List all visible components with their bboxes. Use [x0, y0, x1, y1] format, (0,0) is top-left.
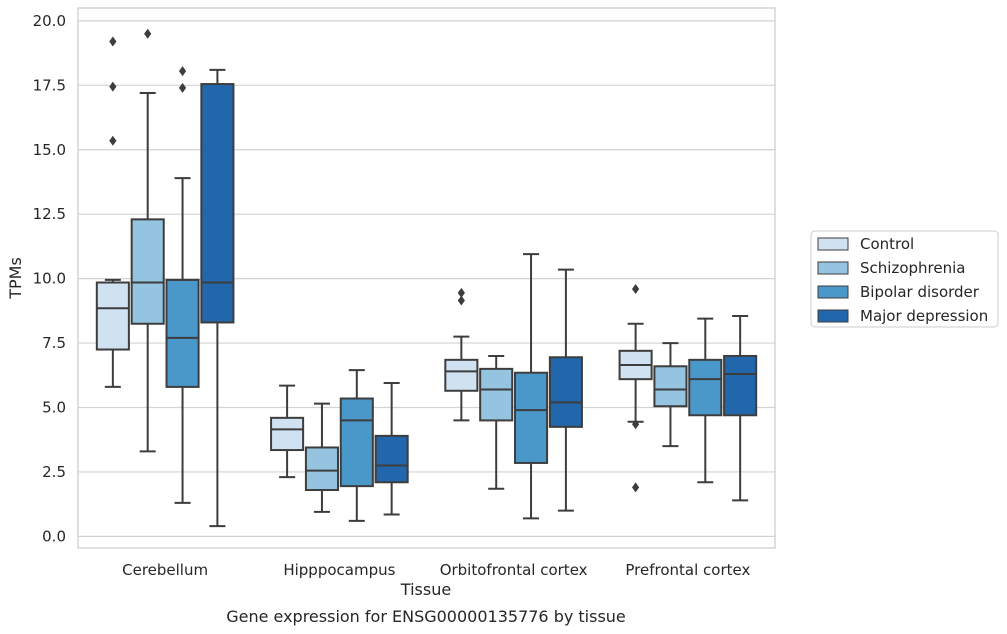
- legend-frame: [810, 230, 999, 328]
- y-axis-title: TPMs: [6, 257, 25, 300]
- x-tick-labels: Cerebellum Hipppocampus Orbitofrontal cort…: [122, 561, 750, 579]
- y-tick-label: 0.0: [42, 527, 66, 545]
- box-0: [618, 283, 653, 493]
- iqr-box: [339, 397, 374, 488]
- y-tick-label: 20.0: [33, 12, 66, 30]
- y-tick-labels: 0.0 2.5 5.0 7.5 10.0 12.5 15.0 17.5 20.0: [33, 12, 66, 546]
- legend-swatch: [817, 285, 849, 299]
- y-tick-label: 10.0: [33, 270, 66, 288]
- box-3: [548, 268, 583, 512]
- box-0: [95, 36, 130, 388]
- y-tick-label: 5.0: [42, 399, 66, 417]
- iqr-box: [200, 83, 235, 324]
- category-group: [618, 283, 758, 502]
- legend-item: Schizophrenia: [817, 259, 965, 277]
- outlier-point: [632, 283, 640, 294]
- iqr-box: [165, 278, 200, 388]
- outlier-point: [632, 482, 640, 493]
- box-2: [514, 253, 549, 520]
- box-0: [444, 287, 479, 422]
- y-tick-label: 12.5: [33, 205, 66, 223]
- y-tick-label: 7.5: [42, 334, 66, 352]
- iqr-box: [688, 358, 723, 417]
- legend-label: Major depression: [860, 307, 988, 325]
- legend-swatch: [817, 309, 849, 323]
- legend-item: Bipolar disorder: [817, 283, 980, 301]
- outlier-point: [457, 287, 465, 298]
- figure-caption: Gene expression for ENSG00000135776 by t…: [226, 607, 626, 626]
- plot-frame: [77, 7, 776, 549]
- box-2: [688, 317, 723, 484]
- x-tick-label: Hipppocampus: [283, 561, 395, 579]
- iqr-box: [95, 281, 130, 351]
- category-group: [270, 369, 409, 522]
- x-tick-label: Orbitofrontal cortex: [440, 561, 588, 579]
- outlier-point: [632, 419, 640, 430]
- box-2: [165, 66, 200, 504]
- outlier-point: [457, 295, 465, 306]
- box-2: [339, 369, 374, 522]
- box-1: [130, 28, 165, 453]
- category-group: [444, 253, 583, 520]
- plot-area: [78, 8, 775, 548]
- x-axis-title: Tissue: [400, 580, 451, 599]
- legend-item: Control: [817, 235, 914, 253]
- x-tick-label: Prefrontal cortex: [625, 561, 750, 579]
- outlier-point: [109, 81, 117, 92]
- legend-label: Schizophrenia: [860, 259, 965, 277]
- outlier-point: [109, 135, 117, 146]
- y-tick-label: 15.0: [33, 141, 66, 159]
- legend-label: Control: [860, 235, 914, 253]
- legend-swatch: [817, 237, 849, 251]
- box-1: [304, 402, 339, 513]
- iqr-box: [548, 356, 583, 428]
- iqr-box: [444, 358, 479, 392]
- box-0: [270, 384, 305, 479]
- legend: Control Schizophrenia Bipolar disorder Majo…: [810, 230, 999, 328]
- iqr-box: [653, 365, 688, 408]
- legend-item: Major depression: [817, 307, 988, 325]
- iqr-box: [304, 446, 339, 492]
- box-3: [200, 68, 235, 528]
- outlier-point: [144, 28, 152, 39]
- iqr-box: [514, 371, 549, 464]
- category-group: [95, 28, 235, 528]
- outlier-point: [109, 36, 117, 47]
- legend-swatch: [817, 261, 849, 275]
- box-groups: [95, 28, 758, 528]
- iqr-box: [374, 434, 409, 484]
- legend-label: Bipolar disorder: [860, 283, 980, 301]
- x-tick-label: Cerebellum: [122, 561, 208, 579]
- box-3: [374, 382, 409, 516]
- iqr-box: [479, 367, 514, 422]
- box-1: [479, 354, 514, 490]
- box-1: [653, 342, 688, 448]
- iqr-box: [270, 416, 305, 452]
- box-3: [723, 315, 758, 502]
- outlier-point: [178, 82, 187, 93]
- y-tick-label: 17.5: [33, 76, 66, 94]
- y-tick-label: 2.5: [42, 463, 66, 481]
- legend-items: Control Schizophrenia Bipolar disorder Majo…: [817, 235, 988, 325]
- outlier-point: [178, 66, 187, 77]
- iqr-box: [130, 218, 165, 325]
- iqr-box: [723, 354, 758, 417]
